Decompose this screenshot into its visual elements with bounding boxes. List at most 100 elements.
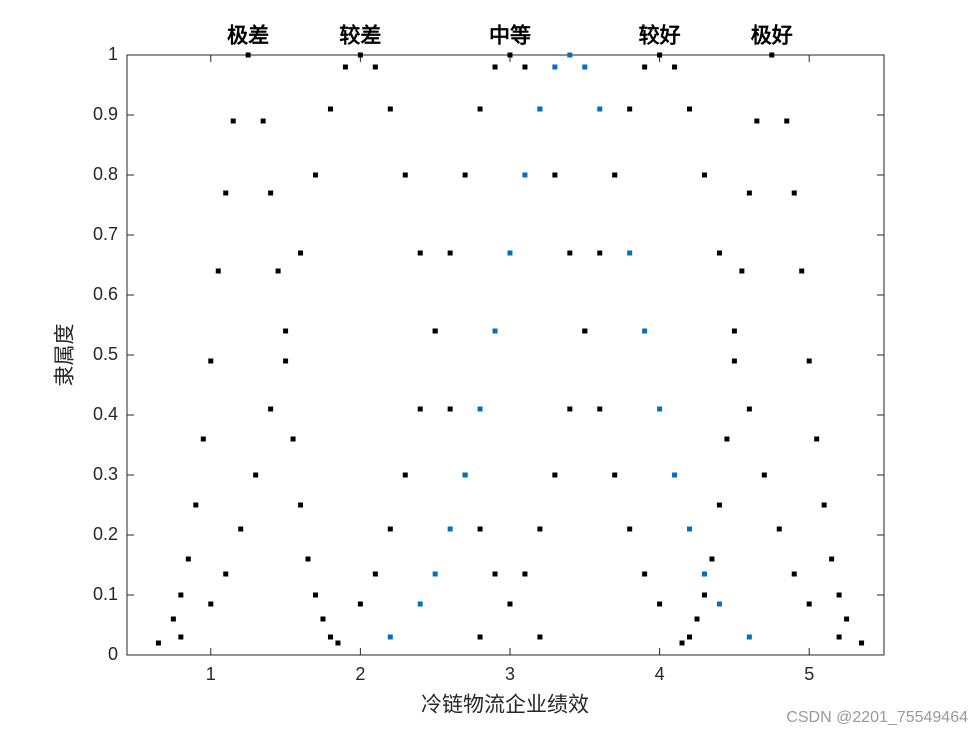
point [746, 634, 752, 640]
y-axis-label: 隶属度 [54, 324, 77, 387]
point [477, 106, 483, 112]
point [298, 250, 304, 256]
point [357, 601, 363, 607]
x-tick-label: 2 [355, 664, 365, 684]
plot-frame [126, 54, 885, 656]
point [387, 634, 393, 640]
point [432, 328, 438, 334]
y-tick-label: 0.6 [93, 284, 118, 304]
point [627, 250, 633, 256]
series-label: 极差 [227, 24, 269, 48]
point [657, 406, 663, 412]
point [462, 172, 468, 178]
x-axis-label: 冷链物流企业绩效 [421, 694, 589, 717]
point [716, 601, 722, 607]
point [185, 556, 191, 562]
point [283, 328, 289, 334]
point [687, 526, 693, 532]
point [372, 571, 378, 577]
point [627, 526, 633, 532]
point [178, 634, 184, 640]
point [507, 601, 513, 607]
point [387, 106, 393, 112]
point [597, 106, 603, 112]
point [268, 190, 274, 196]
point [298, 502, 304, 508]
point [724, 436, 730, 442]
point [178, 592, 184, 598]
point [253, 472, 259, 478]
point [687, 634, 693, 640]
point [739, 268, 745, 274]
series-label: 较差 [339, 24, 381, 48]
point [402, 472, 408, 478]
point [275, 268, 281, 274]
point [223, 190, 229, 196]
point [522, 64, 528, 70]
point [208, 358, 214, 364]
y-tick-label: 0.5 [93, 344, 118, 364]
y-tick-label: 0.1 [93, 584, 118, 604]
point [829, 556, 835, 562]
point [552, 172, 558, 178]
point [672, 472, 678, 478]
point [731, 328, 737, 334]
point [701, 571, 707, 577]
point [612, 472, 618, 478]
point [290, 436, 296, 442]
point [746, 406, 752, 412]
point [612, 172, 618, 178]
point [313, 592, 319, 598]
point [492, 571, 498, 577]
series-label: 极好 [751, 24, 793, 48]
point [462, 472, 468, 478]
point [432, 571, 438, 577]
point [776, 526, 782, 532]
point [814, 436, 820, 442]
series-label: 较好 [639, 24, 681, 48]
point [597, 406, 603, 412]
point [447, 250, 453, 256]
point [642, 328, 648, 334]
point [701, 172, 707, 178]
point [522, 571, 528, 577]
point [761, 472, 767, 478]
point [552, 64, 558, 70]
point [305, 556, 311, 562]
point [215, 268, 221, 274]
point [567, 250, 573, 256]
point [642, 64, 648, 70]
point [679, 640, 685, 646]
y-tick-label: 0.4 [93, 404, 118, 424]
point [507, 250, 513, 256]
point [799, 268, 805, 274]
point [754, 118, 760, 124]
point [672, 64, 678, 70]
x-tick-label: 4 [655, 664, 665, 684]
point [582, 64, 588, 70]
y-tick-label: 0.8 [93, 164, 118, 184]
point [387, 526, 393, 532]
y-tick-label: 0.7 [93, 224, 118, 244]
x-tick-label: 5 [804, 664, 814, 684]
point [492, 64, 498, 70]
y-tick-label: 0.9 [93, 104, 118, 124]
point [582, 328, 588, 334]
point [836, 634, 842, 640]
point [492, 328, 498, 334]
point [784, 118, 790, 124]
point [313, 172, 319, 178]
point [836, 592, 842, 598]
point [417, 601, 423, 607]
point [627, 106, 633, 112]
point [716, 250, 722, 256]
point [844, 616, 850, 622]
point [806, 601, 812, 607]
point [477, 406, 483, 412]
point [208, 601, 214, 607]
point [791, 190, 797, 196]
point [447, 406, 453, 412]
point [806, 358, 812, 364]
